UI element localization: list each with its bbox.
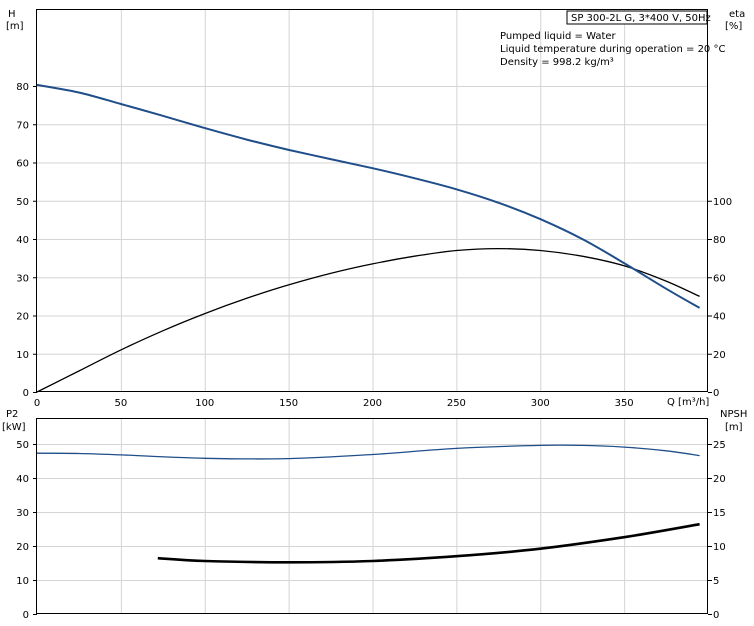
p2-tick-label-0: 0 — [23, 610, 29, 621]
p2-tick-label-10: 10 — [16, 576, 29, 587]
head-axis-unit: [m] — [6, 21, 24, 32]
eta-tick-label-40: 40 — [713, 312, 726, 323]
x-tick-label-350: 350 — [615, 398, 634, 409]
head-tick-label-30: 30 — [16, 273, 29, 284]
power-npsh-panel: 0 10 20 30 40 50 0 5 10 15 20 25 P2 [kW] NPSH [m] — [2, 409, 747, 621]
npsh-tick-label-20: 20 — [713, 474, 726, 485]
eta-tick-label-60: 60 — [713, 273, 726, 284]
x-tick-label-150: 150 — [279, 398, 298, 409]
top-plot-frame — [36, 9, 708, 392]
x-tick-label-200: 200 — [363, 398, 382, 409]
npsh-axis-unit: [m] — [725, 422, 743, 433]
condition-density: Density = 998.2 kg/m³ — [500, 57, 614, 68]
head-tick-label-70: 70 — [16, 120, 29, 131]
p2-tick-label-50: 50 — [16, 440, 29, 451]
npsh-tick-label-0: 0 — [713, 610, 719, 621]
head-axis-tick-labels: 0 10 20 30 40 50 60 70 80 — [16, 82, 37, 399]
p2-axis-label: P2 — [6, 409, 18, 420]
head-tick-label-20: 20 — [16, 312, 29, 323]
head-tick-label-80: 80 — [16, 82, 29, 93]
eta-tick-label-100: 100 — [713, 197, 732, 208]
npsh-tick-label-10: 10 — [713, 542, 726, 553]
head-tick-label-10: 10 — [16, 350, 29, 361]
series-p2-line — [36, 444, 700, 460]
series-eta-line — [36, 247, 700, 393]
model-label-box — [566, 10, 708, 25]
p2-tick-label-30: 30 — [16, 508, 29, 519]
p2-axis-unit: [kW] — [2, 422, 26, 433]
x-axis-label: Q [m³/h] — [667, 397, 709, 408]
p2-tick-label-40: 40 — [16, 474, 29, 485]
npsh-axis-tick-labels: 0 5 10 15 20 25 — [708, 440, 726, 621]
model-label: SP 300-2L G, 3*400 V, 50Hz — [571, 13, 711, 24]
condition-liquid-temperature: Liquid temperature during operation = 20… — [500, 44, 725, 55]
top-x-tick-labels: 0 50 100 150 200 250 300 350 — [34, 398, 634, 409]
npsh-tick-label-25: 25 — [713, 440, 726, 451]
npsh-tick-label-15: 15 — [713, 508, 726, 519]
npsh-tick-label-5: 5 — [713, 576, 719, 587]
x-tick-label-250: 250 — [447, 398, 466, 409]
x-tick-label-100: 100 — [195, 398, 214, 409]
series-head-line — [36, 83, 701, 309]
bottom-grid — [37, 419, 708, 614]
series-npsh-line — [157, 522, 700, 564]
eta-tick-label-20: 20 — [713, 350, 726, 361]
eta-axis-label: eta — [729, 9, 745, 20]
head-tick-label-60: 60 — [16, 159, 29, 170]
head-efficiency-panel: 0 50 100 150 200 250 300 350 01020304050607080 … — [6, 9, 745, 409]
bottom-plot-frame — [36, 418, 708, 614]
x-tick-label-50: 50 — [115, 398, 128, 409]
npsh-axis-label: NPSH — [720, 409, 747, 420]
head-axis-label: H — [8, 9, 16, 20]
eta-tick-label-80: 80 — [713, 235, 726, 246]
head-tick-label-40: 40 — [16, 235, 29, 246]
condition-pumped-liquid: Pumped liquid = Water — [500, 31, 617, 42]
x-tick-label-300: 300 — [531, 398, 550, 409]
eta-axis-tick-labels: 0 20 40 60 80 100 — [708, 197, 732, 399]
eta-tick-label-0: 0 — [713, 388, 719, 399]
top-grid — [37, 10, 708, 392]
eta-axis-unit: [%] — [725, 21, 742, 32]
p2-axis-tick-labels: 0 10 20 30 40 50 — [16, 440, 37, 621]
head-tick-label-50: 50 — [16, 197, 29, 208]
p2-tick-label-20: 20 — [16, 542, 29, 553]
head-tick-label-0: 0 — [23, 388, 29, 399]
x-tick-label-0: 0 — [34, 398, 40, 409]
